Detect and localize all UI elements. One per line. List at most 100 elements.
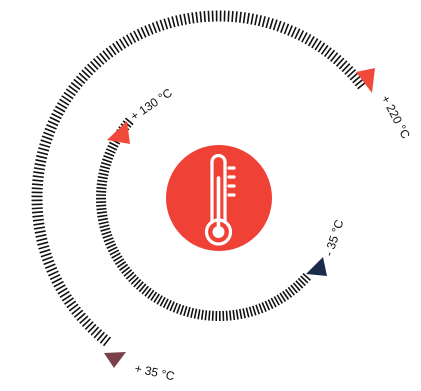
outer-arc-tick xyxy=(99,52,108,63)
outer-arc-tick xyxy=(40,139,52,145)
inner-arc-tick xyxy=(279,292,287,302)
outer-arc-tick xyxy=(231,10,234,23)
inner-arc-tick xyxy=(252,305,257,316)
outer-arc-tick xyxy=(105,47,114,58)
inner-arc-tick xyxy=(193,308,198,319)
outer-arc-tick xyxy=(35,233,47,238)
inner-arc-tick xyxy=(239,308,243,320)
outer-arc-tick xyxy=(349,71,359,81)
inner-arc-tick xyxy=(103,154,114,160)
outer-arc-tick xyxy=(304,34,312,45)
outer-arc-tick xyxy=(96,331,105,342)
inner-arc-tick xyxy=(97,214,108,218)
outer-arc-tick xyxy=(335,57,345,67)
outer-arc-tick xyxy=(39,248,51,254)
inner-arc-tick xyxy=(300,275,309,284)
inner-arc-tick xyxy=(295,280,304,289)
outer-arc-tick xyxy=(84,66,94,76)
inner-arc-tick xyxy=(96,186,107,190)
outer-arc-tick xyxy=(323,47,332,58)
outer-arc-tick xyxy=(155,20,161,32)
outer-arc-tick xyxy=(64,297,74,305)
outer-arc-start-label: + 35 °C xyxy=(133,361,176,383)
inner-arc-tick xyxy=(107,246,118,253)
inner-arc-end-arrow-icon xyxy=(306,257,327,276)
outer-arc-tick xyxy=(57,102,68,110)
outer-arc-tick xyxy=(61,294,72,302)
outer-arc-tick xyxy=(125,34,133,45)
inner-arc-tick xyxy=(282,290,290,300)
outer-arc-tick xyxy=(47,120,59,127)
inner-arc-tick xyxy=(284,288,293,298)
inner-arc-start-label: + 130 °C xyxy=(128,85,175,123)
outer-arc-tick xyxy=(129,32,137,43)
inner-arc-tick xyxy=(113,255,123,262)
outer-arc-tick xyxy=(40,252,52,258)
outer-arc-tick xyxy=(46,124,57,130)
outer-arc-tick xyxy=(31,183,44,186)
inner-arc-tick xyxy=(135,281,144,290)
outer-arc-tick xyxy=(51,112,62,120)
outer-arc-tick xyxy=(81,69,91,79)
inner-arc-tick xyxy=(96,211,107,214)
outer-arc-tick xyxy=(148,23,154,35)
inner-arc-tick xyxy=(102,158,113,164)
outer-arc-tick xyxy=(55,105,66,113)
outer-arc-tick xyxy=(207,10,210,22)
outer-arc-tick xyxy=(269,18,274,30)
inner-arc-tick xyxy=(138,283,147,293)
outer-arc-tick xyxy=(352,75,362,84)
outer-arc-tick xyxy=(187,12,191,25)
outer-arc-tick xyxy=(317,42,326,53)
inner-arc-tick xyxy=(124,117,134,126)
outer-arc-end-arrow-icon xyxy=(356,68,375,93)
inner-arc-tick xyxy=(101,230,112,236)
outer-arc-tick xyxy=(31,187,43,190)
outer-arc-tick xyxy=(333,54,342,65)
outer-arc-tick xyxy=(175,15,180,27)
outer-arc-tick xyxy=(81,318,91,328)
inner-arc-tick xyxy=(261,302,267,312)
inner-arc-tick xyxy=(204,310,208,321)
outer-arc-tick xyxy=(159,19,165,31)
outer-arc-tick xyxy=(102,50,111,60)
outer-arc-tick xyxy=(33,167,45,171)
inner-arc-tick xyxy=(100,227,111,232)
inner-arc-tick xyxy=(166,299,172,310)
inner-arc-tick xyxy=(97,217,109,222)
outer-arc-tick xyxy=(327,49,336,60)
outer-arc-tick xyxy=(46,266,58,273)
outer-arc-tick xyxy=(73,309,84,318)
outer-arc-tick xyxy=(272,19,278,31)
inner-arc-tick xyxy=(119,263,129,271)
outer-arc-tick xyxy=(307,36,315,47)
outer-arc-tick xyxy=(301,32,308,43)
outer-arc-tick xyxy=(32,179,44,182)
outer-arc-tick xyxy=(112,43,120,53)
outer-arc-tick xyxy=(49,116,61,123)
inner-arc-tick xyxy=(98,172,109,177)
inner-arc-tick xyxy=(273,296,280,306)
outer-arc-tick xyxy=(347,68,357,78)
outer-arc-tick xyxy=(191,12,195,24)
inner-arc-tick xyxy=(242,308,246,319)
outer-arc-tick xyxy=(344,66,354,75)
outer-arc-tick xyxy=(57,287,68,295)
inner-arc-tick xyxy=(235,309,239,320)
outer-arc-tick xyxy=(44,127,56,134)
outer-arc-tick xyxy=(73,78,83,87)
outer-arc-tick xyxy=(32,175,44,179)
outer-arc-tick xyxy=(203,11,206,23)
inner-arc-tick xyxy=(153,293,160,303)
outer-arc-tick xyxy=(330,52,339,62)
outer-arc-tick xyxy=(71,306,81,315)
inner-arc-tick xyxy=(179,305,185,316)
outer-arc-tick xyxy=(34,230,46,234)
inner-arc-tick xyxy=(144,287,152,297)
outer-arc-tick xyxy=(53,109,64,116)
inner-temperature-arc xyxy=(95,117,311,322)
outer-arc-tick xyxy=(65,88,76,97)
inner-arc-tick xyxy=(104,240,115,246)
inner-arc-tick xyxy=(258,303,264,314)
